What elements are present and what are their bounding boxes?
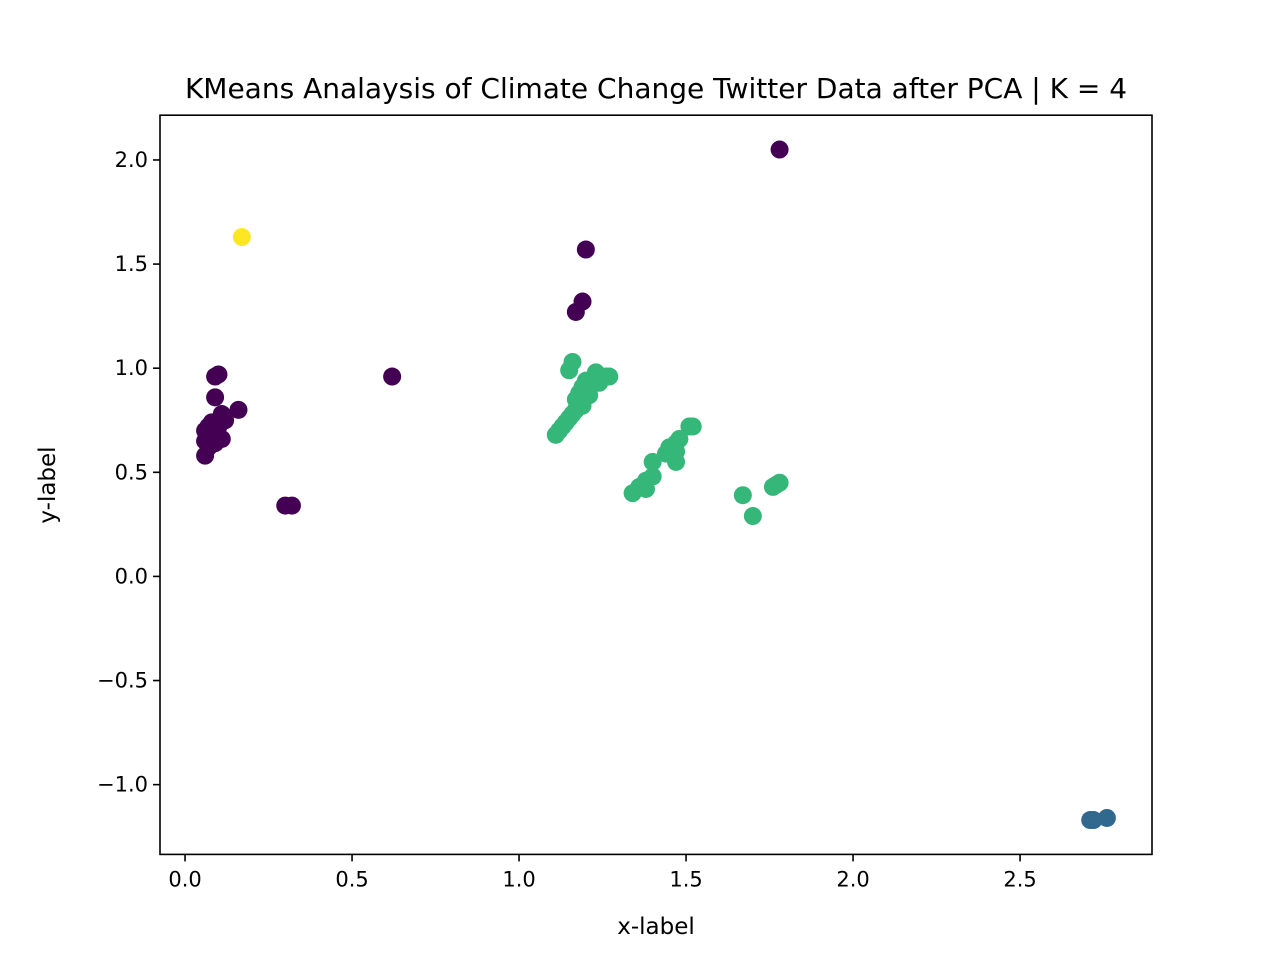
x-tick-label: 1.5 [669, 867, 702, 891]
scatter-point-cluster-1 [1097, 808, 1116, 827]
scatter-point-cluster-2 [743, 507, 762, 526]
y-tick-label: 2.0 [115, 148, 148, 172]
x-axis: 0.0 0.5 1.0 1.5 2.0 2.5 [168, 854, 1037, 891]
y-tick-label: 1.5 [115, 252, 148, 276]
scatter-point-cluster-0 [566, 302, 585, 321]
plot-frame [159, 114, 1153, 856]
y-tick-label: 0.0 [115, 564, 148, 588]
scatter-point-cluster-0 [229, 400, 248, 419]
data-points [196, 140, 1116, 830]
x-tick-label: 2.0 [836, 867, 869, 891]
scatter-point-cluster-0 [576, 240, 595, 259]
scatter-point-cluster-1 [1081, 811, 1100, 830]
scatter-point-cluster-2 [733, 486, 752, 505]
chart-title: KMeans Analaysis of Climate Change Twitt… [185, 72, 1127, 105]
scatter-point-cluster-2 [667, 452, 686, 471]
scatter-point-cluster-2 [683, 417, 702, 436]
scatter-point-cluster-2 [623, 484, 642, 503]
scatter-point-cluster-2 [546, 425, 565, 444]
scatter-point-cluster-2 [643, 452, 662, 471]
y-tick-label: −0.5 [97, 669, 148, 693]
scatter-point-cluster-2 [763, 477, 782, 496]
x-tick-label: 0.5 [335, 867, 368, 891]
scatter-point-cluster-0 [196, 446, 215, 465]
scatter-point-cluster-0 [206, 388, 225, 407]
y-tick-label: −1.0 [97, 773, 148, 797]
y-tick-label: 1.0 [115, 356, 148, 380]
scatter-point-cluster-0 [282, 496, 301, 515]
scatter-point-cluster-0 [383, 367, 402, 386]
scatter-point-cluster-0 [206, 367, 225, 386]
x-tick-label: 0.0 [168, 867, 201, 891]
y-axis-label: y-label [35, 446, 61, 523]
x-axis-label: x-label [617, 914, 695, 940]
scatter-point-cluster-2 [590, 373, 609, 392]
scatter-point-cluster-0 [770, 140, 789, 159]
scatter-point-cluster-3 [232, 228, 251, 247]
x-tick-label: 1.0 [502, 867, 535, 891]
x-tick-label: 2.5 [1003, 867, 1036, 891]
y-axis: −1.0 −0.5 0.0 0.5 1.0 1.5 2.0 [97, 148, 160, 797]
y-tick-label: 0.5 [115, 460, 148, 484]
scatter-point-cluster-2 [560, 361, 579, 380]
